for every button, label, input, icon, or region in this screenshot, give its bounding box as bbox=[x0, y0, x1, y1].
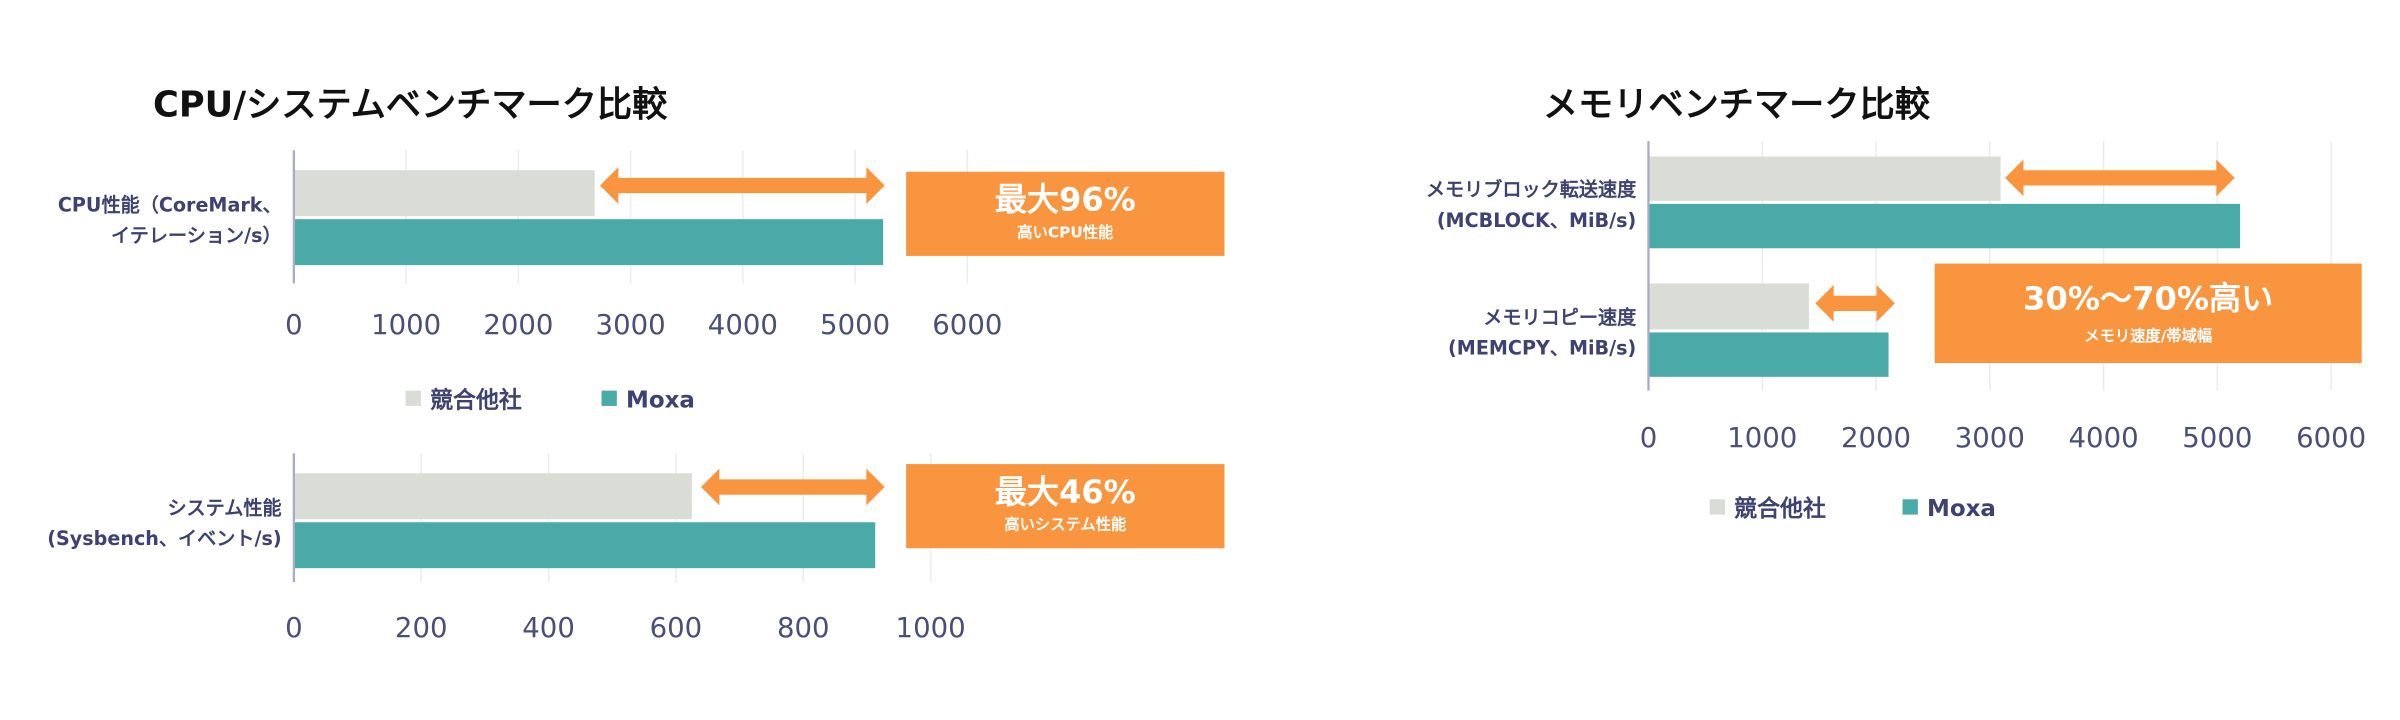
callout-main: 30%〜70%高い bbox=[2023, 279, 2273, 317]
x-tick-label: 3000 bbox=[1955, 422, 2025, 454]
bar-moxa bbox=[293, 522, 876, 569]
x-tick-label: 1000 bbox=[1727, 422, 1797, 454]
x-tick-label: 1000 bbox=[371, 309, 441, 341]
legend-label: Moxa bbox=[1927, 496, 1996, 522]
legend-label: 競合他社 bbox=[1734, 495, 1826, 522]
chart-0: CPU/システムベンチマーク比較 0 1000 2000 3000 4000 5000 600… bbox=[58, 85, 1225, 413]
category-label: (MCBLOCK、MiB/s) bbox=[1437, 209, 1636, 232]
callout-box bbox=[1934, 263, 2362, 364]
chart-1: 0 200 400 600 800 1000 システム性能 (Sysbench、イベント/s)… bbox=[47, 453, 1225, 644]
legend-swatch bbox=[405, 390, 421, 406]
bar-moxa bbox=[1648, 332, 1889, 377]
callout-main: 最大96% bbox=[995, 180, 1136, 218]
callout-sub: 高いシステム性能 bbox=[1004, 516, 1127, 534]
x-tick-label: 4000 bbox=[2069, 422, 2139, 454]
x-tick-label: 600 bbox=[650, 612, 703, 644]
x-tick-label: 1000 bbox=[896, 612, 966, 644]
category-label: (MEMCPY、MiB/s) bbox=[1448, 337, 1636, 360]
bar-moxa bbox=[1648, 203, 2241, 249]
legend: 競合他社 Moxa bbox=[405, 386, 695, 413]
x-tick-label: 6000 bbox=[932, 309, 1002, 341]
callout-sub: メモリ速度/帯域幅 bbox=[2084, 327, 2212, 345]
chart-title: CPU/システムベンチマーク比較 bbox=[153, 85, 668, 126]
double-arrow-icon bbox=[600, 167, 885, 204]
category-label: メモリコピー速度 bbox=[1483, 306, 1637, 329]
double-arrow-icon bbox=[701, 468, 885, 506]
legend-swatch bbox=[1709, 499, 1725, 515]
x-tick-label: 400 bbox=[522, 612, 575, 644]
legend-label: Moxa bbox=[626, 387, 695, 413]
legend-swatch bbox=[601, 390, 617, 406]
x-tick-label: 4000 bbox=[708, 309, 778, 341]
x-tick-label: 3000 bbox=[596, 309, 666, 341]
category-label: システム性能 bbox=[167, 497, 281, 520]
category-label: CPU性能（CoreMark、 bbox=[58, 194, 282, 217]
x-tick-label: 200 bbox=[395, 612, 448, 644]
x-tick-label: 0 bbox=[285, 612, 303, 644]
category-label: メモリブロック転送速度 bbox=[1426, 178, 1637, 201]
chart-2: メモリベンチマーク比較 0 1000 2000 3000 4000 5000 6000 メモリブ… bbox=[1426, 85, 2366, 522]
x-tick-label: 2000 bbox=[483, 309, 553, 341]
x-tick-label: 6000 bbox=[2296, 422, 2366, 454]
x-tick-label: 0 bbox=[1640, 422, 1658, 454]
callout-box bbox=[906, 171, 1225, 256]
bar-competitor bbox=[1648, 283, 1809, 330]
chart-title: メモリベンチマーク比較 bbox=[1543, 85, 1931, 126]
x-tick-label: 5000 bbox=[820, 309, 890, 341]
x-tick-label: 0 bbox=[285, 309, 303, 341]
callout-box bbox=[906, 464, 1225, 549]
legend-swatch bbox=[1902, 499, 1918, 515]
x-tick-label: 5000 bbox=[2182, 422, 2252, 454]
x-tick-label: 2000 bbox=[1841, 422, 1911, 454]
bar-competitor bbox=[293, 473, 692, 520]
bar-moxa bbox=[293, 219, 884, 266]
category-label: (Sysbench、イベント/s) bbox=[47, 527, 281, 550]
legend: 競合他社 Moxa bbox=[1709, 495, 1996, 522]
x-tick-label: 800 bbox=[777, 612, 830, 644]
double-arrow-icon bbox=[2005, 159, 2235, 197]
callout-sub: 高いCPU性能 bbox=[1017, 223, 1114, 241]
legend-label: 競合他社 bbox=[430, 386, 522, 413]
double-arrow-icon bbox=[1815, 285, 1895, 322]
bar-competitor bbox=[1648, 156, 2001, 201]
bar-competitor bbox=[293, 170, 595, 217]
callout-main: 最大46% bbox=[995, 473, 1136, 511]
category-label: イテレーション/s） bbox=[111, 224, 282, 247]
